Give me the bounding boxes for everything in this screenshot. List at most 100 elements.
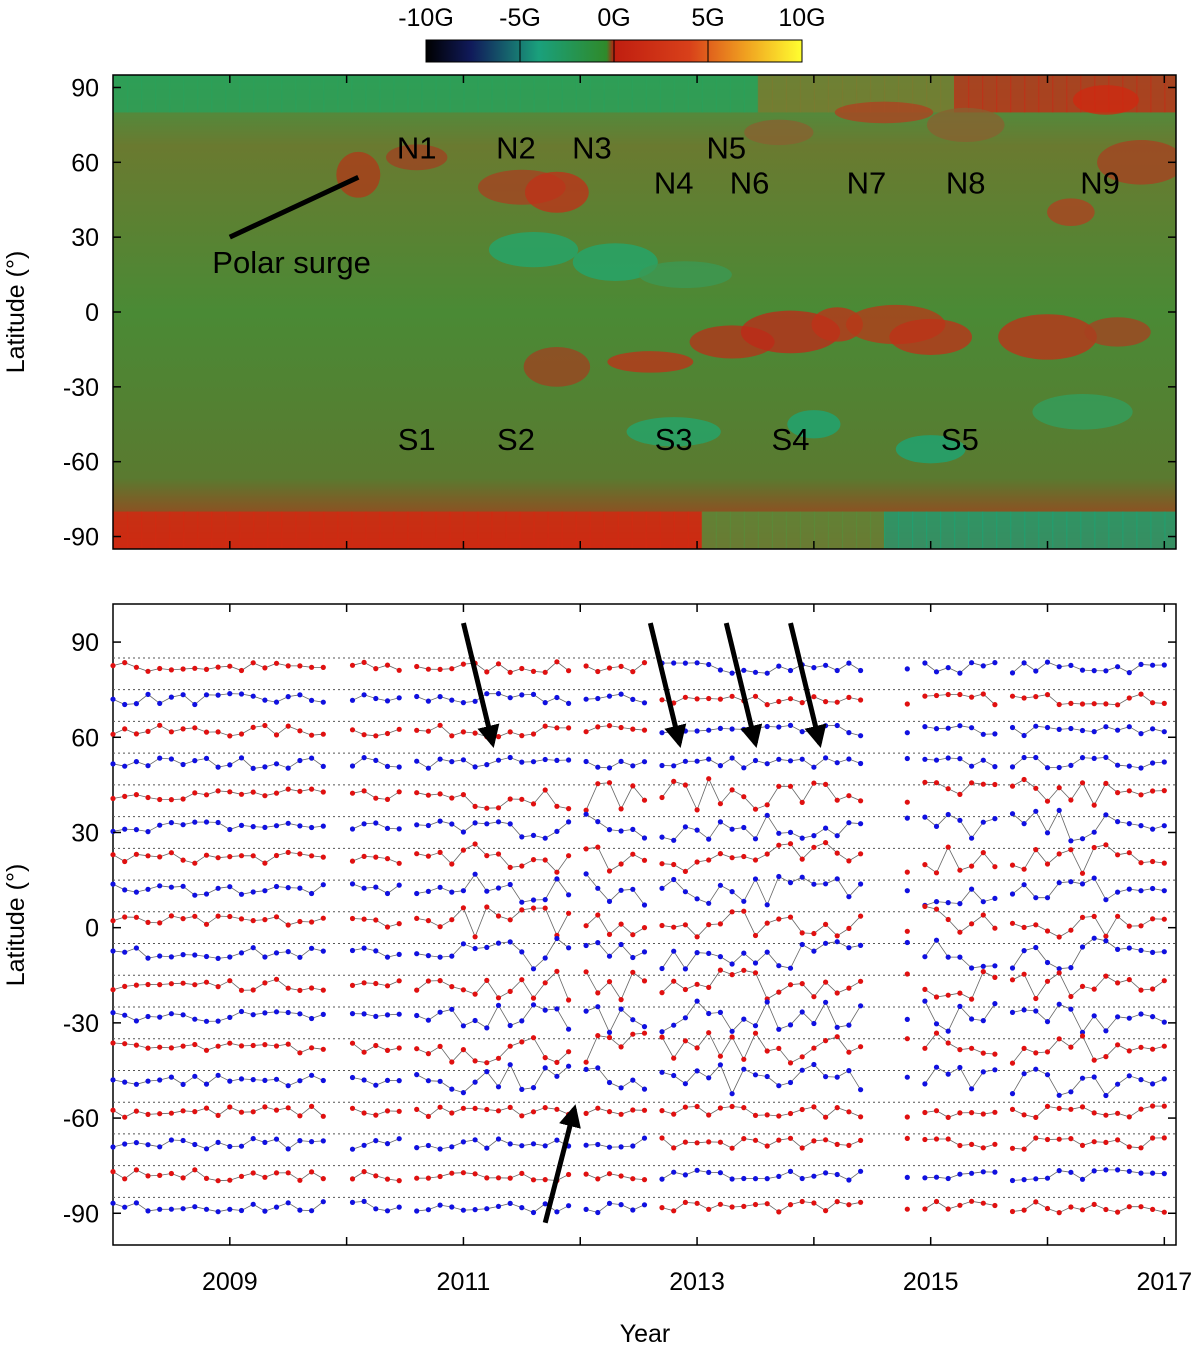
positive-point <box>595 724 601 730</box>
positive-point <box>133 792 139 798</box>
positive-point <box>250 660 256 666</box>
negative-point <box>834 760 840 766</box>
negative-point <box>1126 1168 1132 1174</box>
scatter-y-tick-label: 90 <box>71 629 99 657</box>
positive-point <box>238 916 245 922</box>
negative-point <box>309 1208 315 1214</box>
heatmap-cell <box>183 75 199 113</box>
positive-point <box>1044 928 1051 934</box>
positive-point <box>484 1106 490 1113</box>
negative-point <box>595 885 601 891</box>
negative-point <box>449 1086 455 1092</box>
negative-point <box>1009 1091 1016 1097</box>
negative-point <box>110 1144 116 1150</box>
positive-point <box>495 805 502 811</box>
positive-point <box>741 853 747 860</box>
positive-point <box>542 1055 548 1061</box>
negative-point <box>969 835 975 841</box>
positive-point <box>566 910 572 916</box>
negative-point <box>1021 1177 1027 1183</box>
positive-point <box>729 1034 735 1040</box>
polar-surge-pointer <box>228 175 360 240</box>
negative-point <box>694 1068 700 1074</box>
negative-point <box>933 757 940 763</box>
positive-point <box>706 857 712 863</box>
heatmap-cell <box>547 511 563 549</box>
negative-point <box>595 695 601 702</box>
negative-point <box>484 1206 490 1212</box>
negative-point <box>542 1201 548 1207</box>
positive-point <box>542 1105 548 1111</box>
positive-point <box>980 1145 986 1151</box>
heatmap-cell <box>940 75 956 113</box>
negative-point <box>606 827 613 833</box>
positive-point <box>752 693 759 699</box>
negative-point <box>1115 889 1121 895</box>
negative-point <box>811 1061 817 1068</box>
positive-point <box>1056 701 1062 708</box>
negative-point <box>484 1145 490 1151</box>
negative-point <box>309 1015 315 1022</box>
negative-point <box>1009 965 1016 971</box>
positive-point <box>957 1047 963 1053</box>
positive-point <box>361 853 367 860</box>
negative-point <box>811 764 817 770</box>
negative-point <box>1009 891 1016 897</box>
positive-point <box>630 783 636 789</box>
negative-point <box>203 1081 210 1087</box>
scatter-frame <box>112 603 1177 1246</box>
positive-point <box>262 980 268 986</box>
positive-point <box>846 1049 852 1055</box>
negative-point <box>373 1013 379 1020</box>
negative-point <box>1115 727 1121 733</box>
heatmap-cell <box>225 75 241 113</box>
negative-point <box>706 1010 712 1017</box>
heatmap-cell <box>799 511 816 549</box>
negative-point <box>320 1077 326 1084</box>
positive-point <box>262 1042 268 1048</box>
positive-point <box>530 995 537 1001</box>
negative-point <box>741 1016 747 1022</box>
heatmap-cell <box>771 511 788 549</box>
negative-point <box>1056 1168 1062 1174</box>
negative-point <box>992 1067 998 1073</box>
negative-point <box>530 1085 537 1091</box>
negative-point <box>460 1139 466 1145</box>
positive-point <box>922 1045 928 1051</box>
positive-point <box>799 856 805 862</box>
negative-point <box>671 660 677 666</box>
heatmap-cell <box>281 75 297 113</box>
negative-point <box>858 1087 864 1093</box>
positive-point <box>992 781 998 788</box>
positive-point <box>437 1104 443 1110</box>
positive-point <box>250 1170 256 1176</box>
negative-point <box>682 728 689 734</box>
positive-point <box>752 932 759 939</box>
negative-point <box>933 726 940 732</box>
positive-point <box>1115 1209 1121 1215</box>
positive-point <box>227 854 233 860</box>
heatmap-cell <box>926 75 942 113</box>
positive-point <box>694 1045 700 1051</box>
positive-point <box>449 666 455 672</box>
negative-point <box>969 1170 975 1176</box>
positive-point <box>460 1047 466 1053</box>
negative-point <box>460 757 466 763</box>
negative-point <box>1161 662 1167 668</box>
negative-point <box>945 1175 951 1182</box>
negative-point <box>823 723 829 729</box>
negative-point <box>554 1006 560 1012</box>
positive-point <box>787 914 794 920</box>
positive-point <box>659 794 665 801</box>
negative-point <box>799 874 805 880</box>
arrow <box>788 622 827 748</box>
positive-point <box>1091 986 1097 992</box>
negative-point <box>396 951 402 958</box>
track-line <box>661 910 861 938</box>
positive-point <box>122 1041 128 1047</box>
positive-point <box>606 931 613 938</box>
negative-point <box>1150 726 1156 732</box>
heatmap-cell <box>379 511 395 549</box>
heatmap-cell <box>1108 511 1124 549</box>
negative-point <box>1138 1077 1144 1083</box>
